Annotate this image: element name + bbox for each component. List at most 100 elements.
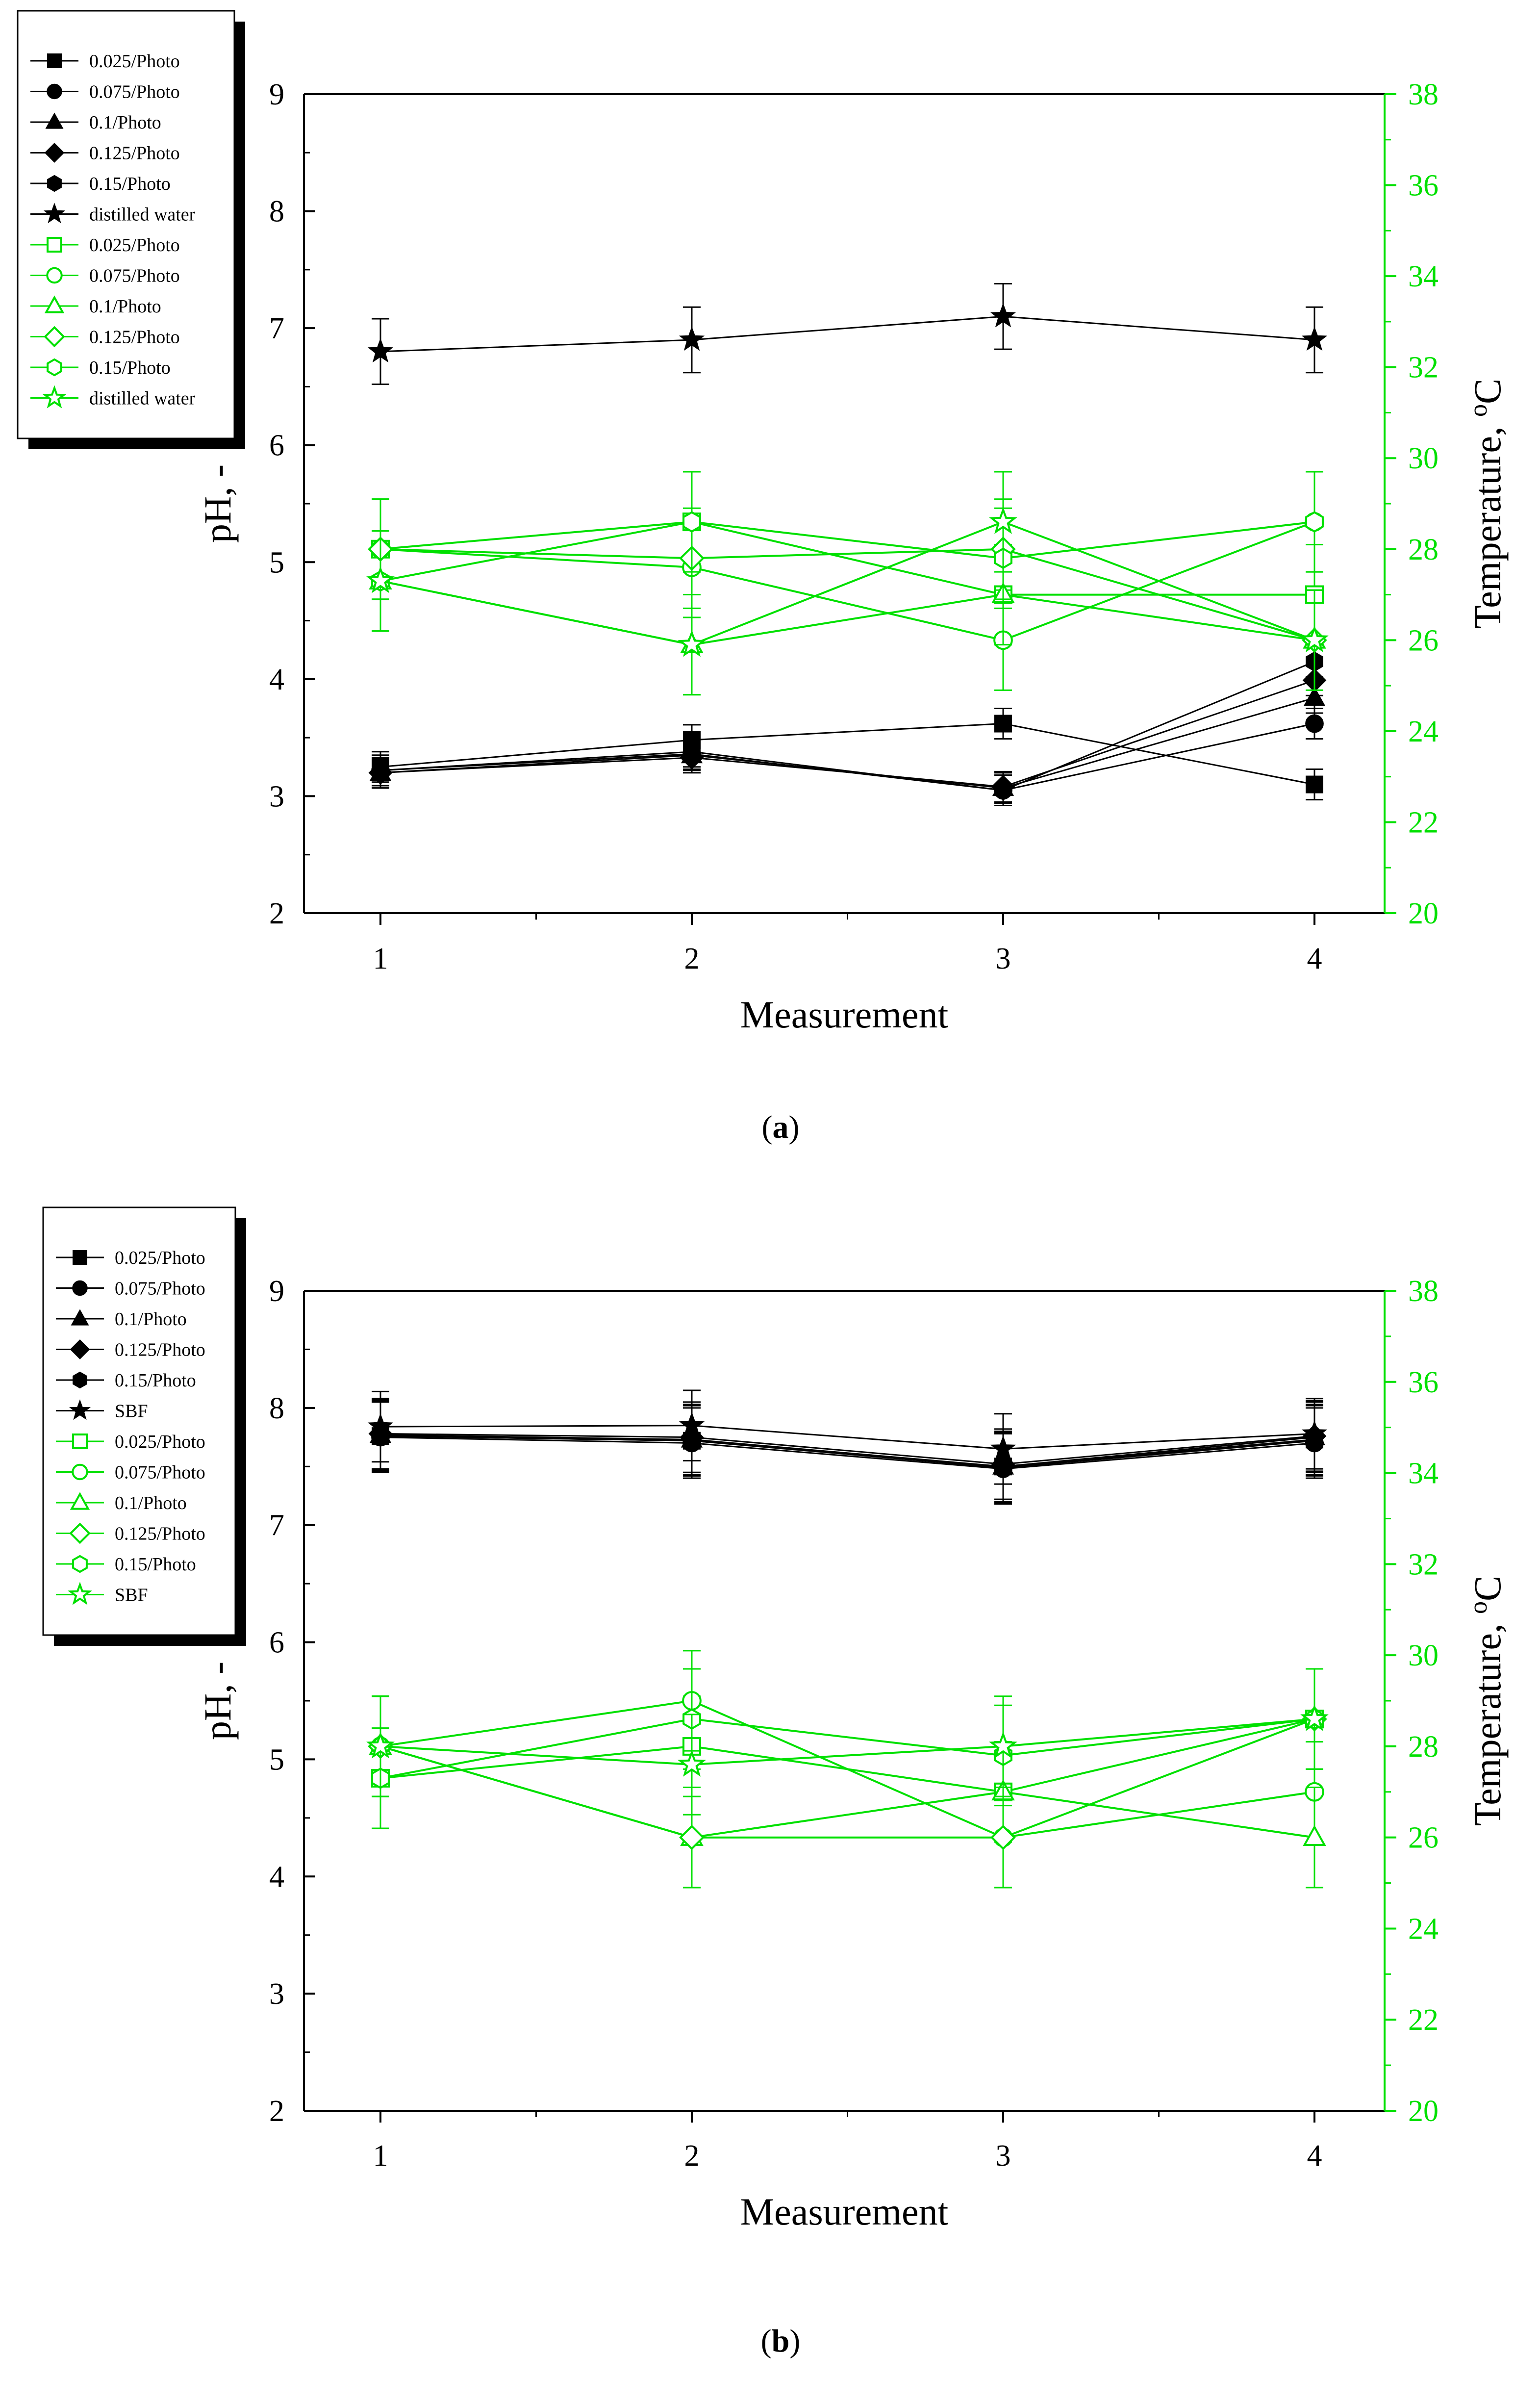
- data-point-hexagon: [372, 760, 389, 781]
- legend-entry: 0.125/Photo: [30, 326, 180, 348]
- y2-tick-label: 28: [1408, 1730, 1439, 1764]
- series-line: [380, 520, 1315, 646]
- data-point-star: [366, 1731, 395, 1759]
- legend-entry: 0.1/Photo: [30, 295, 161, 317]
- legend-marker-square: [72, 1434, 88, 1449]
- data-point-star: [367, 1413, 394, 1438]
- x-tick-label: 4: [1307, 2139, 1322, 2173]
- legend-label: 0.125/Photo: [89, 327, 180, 348]
- series-t-star: [366, 471, 1329, 696]
- x-tick-label: 1: [373, 942, 388, 975]
- data-point-diamond: [679, 1824, 705, 1850]
- legend-marker-circle: [72, 1463, 88, 1481]
- data-point-triangle: [1303, 686, 1326, 706]
- y2-tick-label: 32: [1408, 1548, 1439, 1581]
- series-line: [380, 521, 1315, 582]
- y-tick-label: 3: [269, 1977, 284, 2011]
- legend-entry: 0.15/Photo: [56, 1554, 196, 1575]
- data-point-star: [679, 326, 705, 351]
- data-point-star: [366, 566, 395, 593]
- legend: 0.025/Photo 0.075/Photo 0.1/Photo 0.125/Pho…: [42, 1206, 246, 1646]
- legend-entry: 0.1/Photo: [56, 1309, 187, 1330]
- series-ph-triangle: [369, 682, 1326, 804]
- y2-tick-label: 26: [1408, 624, 1439, 657]
- data-point-hexagon: [994, 780, 1012, 801]
- series-line: [380, 661, 1315, 792]
- legend-marker-triangle: [70, 1492, 90, 1510]
- data-point-star: [1301, 326, 1328, 351]
- legend-marker-diamond: [44, 143, 65, 163]
- legend-label: 0.025/Photo: [89, 51, 180, 72]
- legend-entry: 0.125/Photo: [56, 1522, 205, 1544]
- y-tick-label: 3: [269, 780, 284, 813]
- y-tick-label: 7: [269, 1509, 284, 1542]
- data-point-square: [994, 715, 1012, 733]
- y2-title-unit: C: [1466, 1576, 1509, 1601]
- legend-entry: SBF: [56, 1399, 148, 1422]
- y2-title-unit: C: [1466, 379, 1509, 404]
- legend-label: 0.075/Photo: [115, 1279, 205, 1299]
- y2-axis-title: Temperature, oC: [1464, 379, 1509, 629]
- legend-label: 0.1/Photo: [115, 1309, 187, 1330]
- data-point-star: [1300, 1704, 1329, 1731]
- caption-open: (: [762, 1109, 773, 1145]
- legend-label: 0.15/Photo: [115, 1370, 196, 1391]
- legend-label: SBF: [115, 1401, 148, 1422]
- series-ph-square: [372, 708, 1323, 801]
- x-tick-label: 1: [373, 2139, 388, 2173]
- legend-entry: 0.025/Photo: [30, 51, 180, 72]
- series-t-circle: [371, 471, 1324, 691]
- x-tick-label: 2: [684, 2139, 700, 2173]
- y2-tick-label: 22: [1408, 806, 1439, 839]
- legend-label: 0.125/Photo: [89, 143, 180, 164]
- legend-entry: 0.075/Photo: [56, 1462, 205, 1483]
- legend-marker-diamond: [69, 1522, 91, 1544]
- x-axis-title: Measurement: [740, 993, 949, 1036]
- legend-label: 0.075/Photo: [89, 82, 180, 102]
- y2-title-text: Temperature,: [1466, 1614, 1509, 1826]
- legend-marker-diamond: [44, 326, 65, 348]
- legend-marker-hexagon: [72, 1555, 88, 1573]
- series-line: [380, 1435, 1315, 1469]
- series-line: [380, 1434, 1315, 1467]
- series-line: [380, 697, 1315, 789]
- caption-close: ): [789, 1109, 800, 1145]
- y2-tick-label: 38: [1408, 1275, 1439, 1308]
- y-axis-title: pH, -: [196, 1662, 239, 1740]
- series-t-diamond: [368, 1668, 1327, 1889]
- data-point-star: [1300, 625, 1329, 653]
- legend-label: 0.025/Photo: [115, 1248, 205, 1268]
- y-axis-title: pH, -: [196, 464, 239, 543]
- legend-marker-circle: [72, 1280, 88, 1296]
- y-tick-label: 2: [269, 2095, 284, 2128]
- y-tick-label: 9: [269, 78, 284, 111]
- series-ph-star: [367, 1389, 1328, 1485]
- data-point-hexagon: [682, 511, 701, 533]
- legend-marker-hexagon: [47, 358, 62, 377]
- series-line: [380, 1425, 1315, 1450]
- series-line: [380, 1436, 1315, 1470]
- y2-tick-label: 38: [1408, 78, 1439, 111]
- legend-entry: 0.15/Photo: [30, 358, 171, 378]
- series-line: [380, 722, 1315, 786]
- y2-tick-label: 24: [1408, 715, 1439, 748]
- legend-entry: 0.025/Photo: [56, 1432, 205, 1452]
- legend-marker-triangle: [44, 295, 65, 313]
- x-tick-label: 2: [684, 942, 700, 975]
- series-ph-diamond: [368, 664, 1327, 803]
- series-line: [380, 1433, 1315, 1465]
- series-line: [380, 1718, 1315, 1839]
- legend-marker-square: [47, 237, 62, 253]
- legend-marker-star: [69, 1399, 91, 1420]
- panel-caption: (a): [762, 1109, 800, 1145]
- y-tick-label: 6: [269, 429, 284, 462]
- data-point-square: [1306, 775, 1323, 794]
- legend-label: distilled water: [89, 205, 196, 225]
- legend-entry: 0.025/Photo: [30, 235, 180, 256]
- panel-caption: (b): [761, 2323, 801, 2359]
- data-point-triangle: [1303, 1825, 1326, 1846]
- y2-tick-label: 20: [1408, 897, 1439, 930]
- data-point-star: [989, 1731, 1017, 1759]
- y2-tick-label: 22: [1408, 2003, 1439, 2037]
